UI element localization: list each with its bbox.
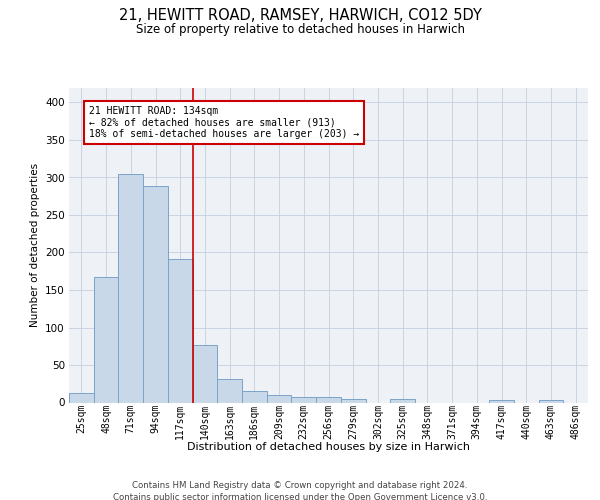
Bar: [539, 400, 563, 402]
Bar: [242, 390, 267, 402]
Text: Contains HM Land Registry data © Crown copyright and database right 2024.: Contains HM Land Registry data © Crown c…: [132, 481, 468, 490]
Bar: [118, 174, 143, 402]
Bar: [193, 345, 217, 403]
Bar: [217, 379, 242, 402]
Text: Distribution of detached houses by size in Harwich: Distribution of detached houses by size …: [187, 442, 470, 452]
Bar: [341, 399, 365, 402]
Bar: [489, 400, 514, 402]
Text: Contains public sector information licensed under the Open Government Licence v3: Contains public sector information licen…: [113, 492, 487, 500]
Bar: [292, 396, 316, 402]
Text: 21 HEWITT ROAD: 134sqm
← 82% of detached houses are smaller (913)
18% of semi-de: 21 HEWITT ROAD: 134sqm ← 82% of detached…: [89, 106, 359, 140]
Bar: [143, 186, 168, 402]
Bar: [390, 399, 415, 402]
Bar: [168, 259, 193, 402]
Text: Size of property relative to detached houses in Harwich: Size of property relative to detached ho…: [136, 22, 464, 36]
Bar: [94, 277, 118, 402]
Bar: [316, 396, 341, 402]
Bar: [69, 393, 94, 402]
Y-axis label: Number of detached properties: Number of detached properties: [29, 163, 40, 327]
Text: 21, HEWITT ROAD, RAMSEY, HARWICH, CO12 5DY: 21, HEWITT ROAD, RAMSEY, HARWICH, CO12 5…: [119, 8, 481, 22]
Bar: [267, 395, 292, 402]
